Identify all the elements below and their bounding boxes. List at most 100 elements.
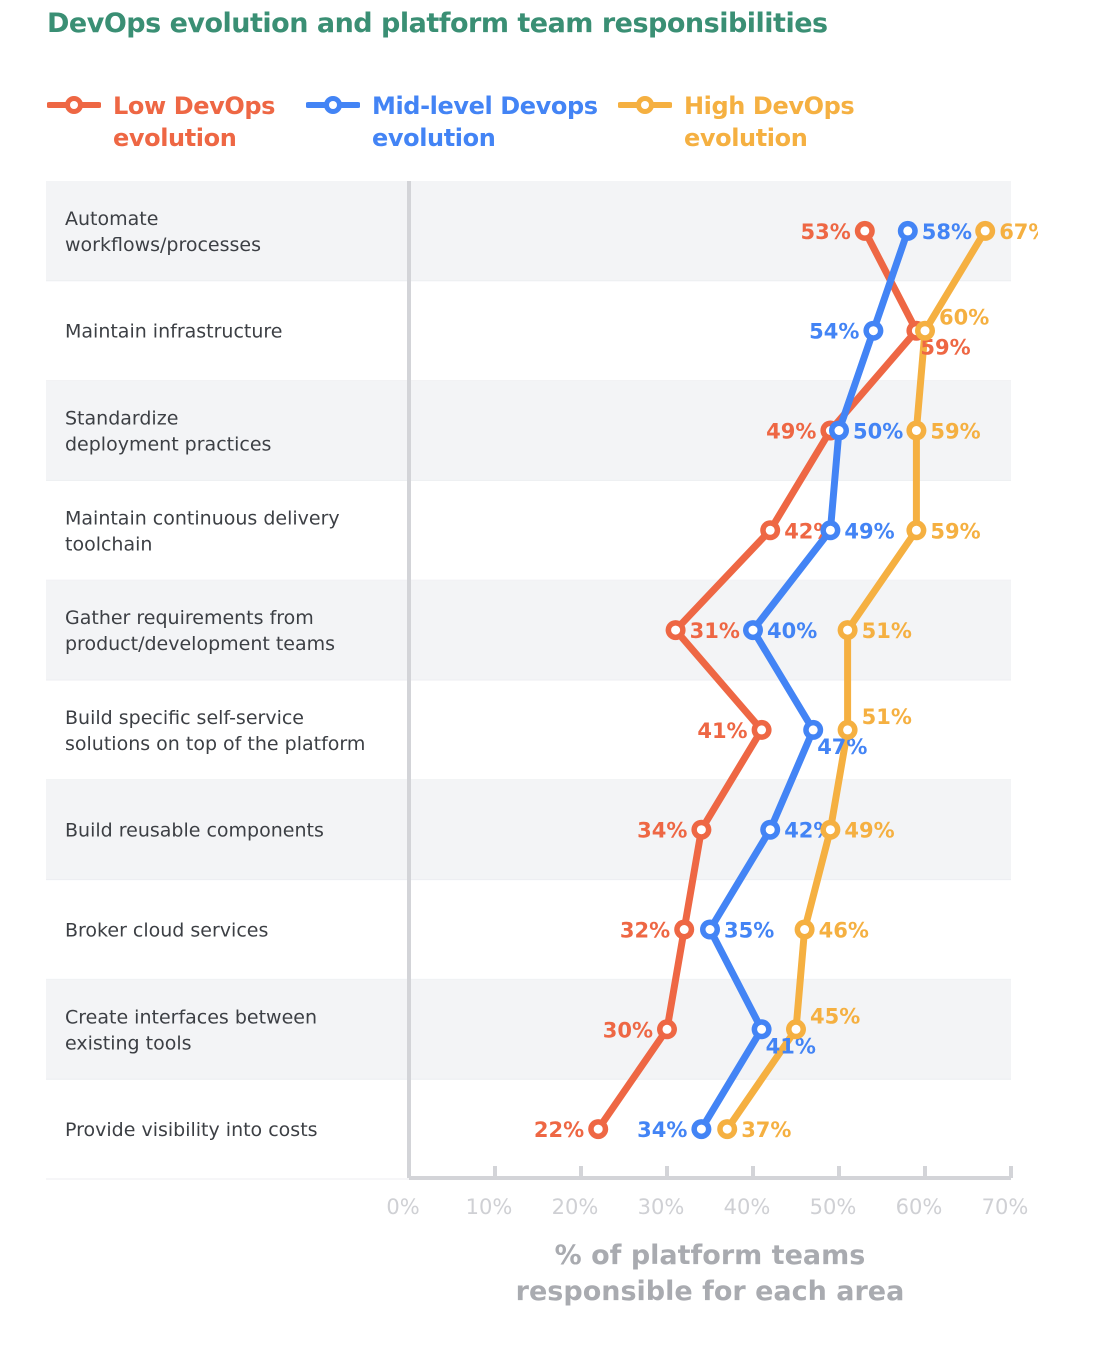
category-label: Automate workflows/processes: [65, 208, 261, 256]
data-point-center: [722, 1124, 732, 1134]
chart-title: DevOps evolution and platform team respo…: [47, 8, 828, 39]
data-label: 35%: [724, 919, 774, 943]
data-label: 31%: [690, 619, 740, 643]
data-label: 49%: [844, 819, 894, 843]
data-label: 34%: [637, 1118, 687, 1142]
category-label-line: Automate: [65, 208, 158, 230]
chart-area: Automate workflows/processes Maintain infr…: [46, 181, 1038, 1307]
legend-marker-icon: [306, 96, 360, 114]
data-label: 41%: [697, 719, 747, 743]
data-label: 30%: [603, 1018, 653, 1042]
data-label: 50%: [853, 420, 903, 444]
legend-item-high: High DevOps evolution: [618, 90, 855, 154]
data-point-center: [705, 925, 715, 934]
data-label: 41%: [766, 1034, 816, 1058]
data-point-center: [757, 725, 767, 735]
data-point-center: [662, 1024, 672, 1034]
category-label-line: toolchain: [65, 533, 152, 555]
data-point-center: [808, 725, 818, 735]
series-line: [724, 229, 989, 1132]
data-label: 34%: [637, 819, 687, 843]
data-label: 59%: [930, 519, 980, 543]
data-label: 32%: [620, 919, 670, 943]
x-axis-label: % of platform teams responsible for each …: [516, 1240, 905, 1307]
data-label: 46%: [819, 919, 869, 943]
data-point-center: [868, 326, 878, 336]
legend-marker-icon: [47, 96, 101, 114]
data-point-center: [903, 226, 913, 236]
category-label-line: Provide visibility into costs: [65, 1119, 318, 1141]
category-label: Standardize deployment practices: [65, 408, 271, 456]
legend-item-low: Low DevOps evolution: [47, 90, 275, 154]
data-point-center: [843, 725, 853, 735]
x-tick-label: 70%: [982, 1195, 1029, 1219]
data-point-center: [696, 825, 706, 835]
category-label: Build specific self-service solutions on …: [65, 707, 365, 755]
category-label-line: Create interfaces between: [65, 1006, 317, 1028]
data-point-center: [843, 625, 853, 635]
data-point-center: [671, 625, 681, 635]
legend-marker-icon: [618, 96, 672, 114]
data-point-center: [860, 226, 870, 236]
x-axis-label-line: % of platform teams: [555, 1240, 866, 1271]
data-point-center: [696, 1124, 706, 1134]
data-label: 51%: [862, 619, 912, 643]
data-point-center: [765, 525, 775, 535]
data-label: 40%: [767, 619, 817, 643]
series-line: [595, 229, 920, 1132]
category-label-line: Maintain continuous delivery: [65, 507, 340, 529]
data-label: 49%: [844, 519, 894, 543]
x-tick-label: 30%: [638, 1195, 685, 1219]
category-label-line: Maintain infrastructure: [65, 321, 283, 343]
data-label: 49%: [766, 420, 816, 444]
data-label: 54%: [809, 320, 859, 344]
x-tick-label: 0%: [386, 1195, 419, 1219]
category-label-line: solutions on top of the platform: [65, 733, 365, 755]
legend-label: High DevOps evolution: [684, 92, 855, 152]
data-point-center: [911, 525, 921, 535]
data-point-center: [593, 1124, 603, 1134]
data-point-center: [757, 1024, 767, 1034]
data-label: 51%: [862, 705, 912, 729]
category-label: Maintain continuous delivery toolchain: [65, 507, 340, 555]
category-label: Provide visibility into costs: [65, 1119, 318, 1141]
category-label: Create interfaces between existing tools: [65, 1006, 317, 1054]
data-label: 60%: [939, 306, 989, 330]
category-label: Gather requirements from product/developm…: [65, 607, 335, 655]
data-label: 58%: [922, 220, 972, 244]
category-label-line: Build reusable components: [65, 820, 324, 842]
data-point-center: [825, 525, 835, 535]
data-label: 59%: [930, 420, 980, 444]
category-label-line: Build specific self-service: [65, 707, 304, 729]
legend-label: Mid-level Devops evolution: [372, 92, 598, 152]
data-point-center: [911, 426, 921, 435]
category-label: Broker cloud services: [65, 920, 268, 942]
data-point-center: [765, 825, 775, 835]
data-label: 53%: [801, 220, 851, 244]
data-point-center: [920, 326, 930, 336]
data-point-center: [748, 625, 758, 635]
category-label: Maintain infrastructure: [65, 321, 283, 343]
data-label: 47%: [817, 735, 867, 759]
data-point-center: [800, 925, 810, 934]
x-tick-label: 40%: [724, 1195, 771, 1219]
category-label-line: deployment practices: [65, 434, 271, 456]
legend-label: Low DevOps evolution: [113, 92, 276, 152]
x-tick-label: 50%: [810, 1195, 857, 1219]
row-band: [46, 979, 1011, 1080]
data-point-center: [980, 226, 990, 236]
category-label-line: Standardize: [65, 408, 178, 430]
data-label: 45%: [810, 1004, 860, 1028]
category-label-line: workflows/processes: [65, 234, 261, 256]
x-tick-label: 20%: [552, 1195, 599, 1219]
x-tick-label: 60%: [896, 1195, 943, 1219]
data-label: 67%: [999, 220, 1038, 244]
x-axis-label-line: responsible for each area: [516, 1276, 905, 1307]
category-label-line: Gather requirements from: [65, 607, 314, 629]
category-label-line: product/development teams: [65, 633, 335, 655]
data-point-center: [791, 1024, 801, 1034]
category-label: Build reusable components: [65, 820, 324, 842]
data-label: 22%: [534, 1118, 584, 1142]
data-label: 37%: [741, 1118, 791, 1142]
data-point-center: [825, 825, 835, 835]
